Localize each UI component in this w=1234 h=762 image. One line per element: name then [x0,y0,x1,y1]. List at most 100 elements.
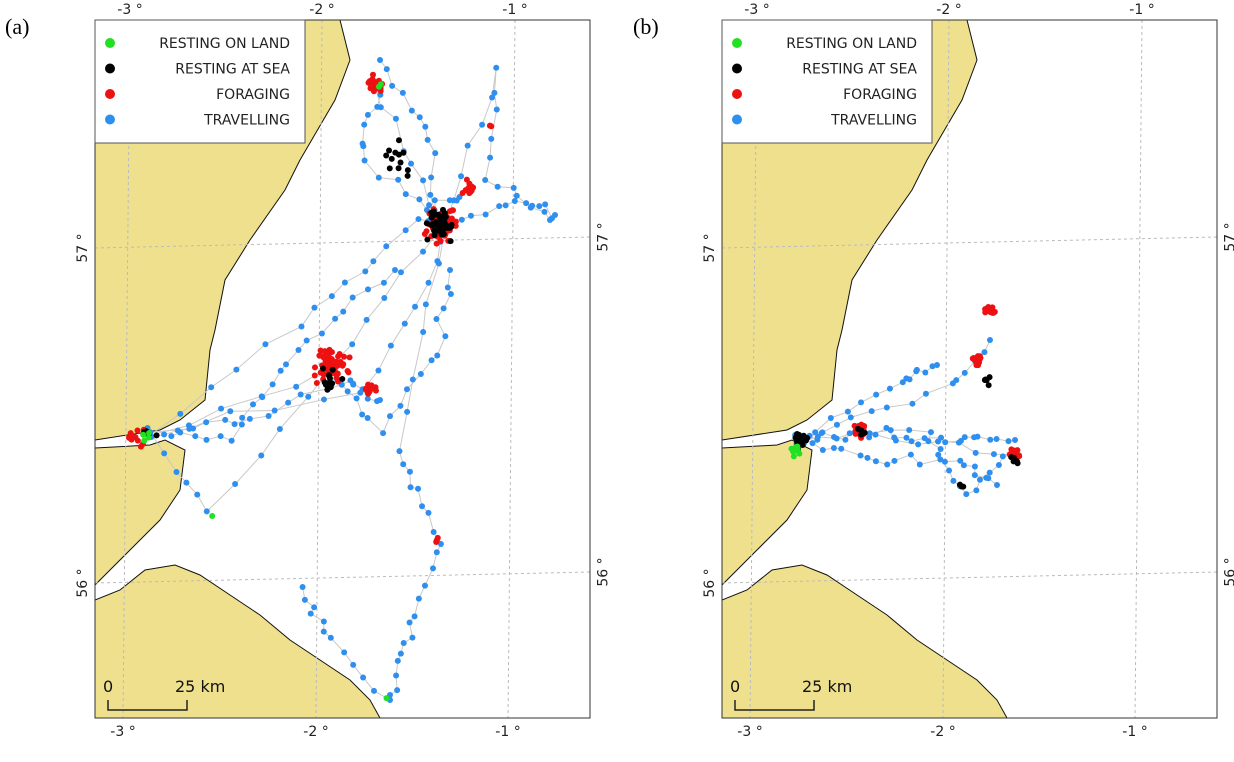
longitude-label: -3 ° [737,724,762,740]
scale-bar [734,700,815,711]
track-point [406,468,413,475]
track-point [467,212,474,219]
track-point [203,419,210,426]
track-point [360,143,367,150]
track-point [403,386,410,393]
track-point [496,203,503,210]
track-point [922,390,929,397]
longitude-label: -2 ° [303,724,328,740]
track-point [246,415,253,422]
track-point [395,176,402,183]
track-point [277,367,284,374]
track-point [395,165,402,172]
track-point [320,396,327,403]
track-point [458,216,465,223]
map-frame [94,19,591,719]
track-point [404,172,411,179]
track-point [934,362,940,368]
track-point [406,619,413,626]
track-point [301,596,308,603]
latitude-label: 57 ° [1223,222,1234,251]
track-point [921,435,928,442]
track-point [389,82,396,89]
longitude-label: -3 ° [110,724,135,740]
legend-marker [732,114,742,125]
track-point [971,472,978,479]
track-point [987,337,993,343]
track-point [510,184,517,191]
track-point [375,174,382,181]
map-panel: RESTING ON LAND RESTING AT SEA FORAGING TRA… [75,2,612,740]
track-point [838,445,845,452]
track-point [381,295,388,302]
track-point [349,341,356,348]
track-point [993,435,1000,442]
track-point [973,362,980,369]
track-point [884,461,891,468]
track-point [468,183,475,190]
graticule-line [1134,20,1143,718]
track-point [134,437,141,444]
track-point [950,477,957,484]
track-point [250,401,257,408]
track-point [168,433,175,440]
track-point [146,429,153,436]
track-point [427,191,434,198]
track-point [276,425,283,432]
track-point [327,384,334,391]
track-point [238,421,245,428]
track-point [421,582,428,589]
track-point [486,122,493,129]
track-point [883,424,890,431]
track-point [227,408,234,415]
track-point [437,541,444,548]
track-point [395,137,402,144]
track-point [431,197,438,204]
track-point [411,613,418,620]
track-point [866,434,873,441]
track-point [432,150,439,157]
track-point [307,610,314,617]
track-point [428,222,435,229]
graticule-line [942,20,950,718]
track-point [415,216,422,223]
track-point [883,404,890,411]
track-point [329,366,336,373]
track-point [383,695,390,702]
longitude-label: -1 ° [1122,724,1147,740]
track-point [217,433,224,440]
legend: RESTING ON LAND RESTING AT SEA FORAGING TRA… [721,19,933,144]
track-point [161,431,168,438]
track-point [833,435,840,442]
track-point [313,379,320,386]
track-point [141,437,148,444]
track-point [422,123,429,130]
track-point [377,81,384,88]
track-point [420,248,427,255]
latitude-label: 57 ° [596,222,612,251]
latitude-label: 56 ° [702,568,718,597]
track-point [458,173,465,180]
track-point [364,395,371,402]
legend-marker [732,89,742,99]
track-point [440,305,447,312]
track-point [523,200,530,207]
track-point [439,225,446,232]
track-point [977,354,984,361]
track-point [404,408,411,415]
track-point [976,476,983,483]
track-point [161,450,168,457]
track-point [415,485,422,492]
latitude-label: 56 ° [1223,557,1234,586]
track-point [402,191,409,198]
track-point [183,479,190,486]
track-point [994,482,1000,488]
track-point [864,454,871,461]
track-point [416,114,423,121]
track-point [271,407,278,414]
track-point [228,437,235,444]
track-point [341,353,348,360]
track-point [792,434,799,441]
track-point [364,111,371,118]
track-point [428,357,435,364]
